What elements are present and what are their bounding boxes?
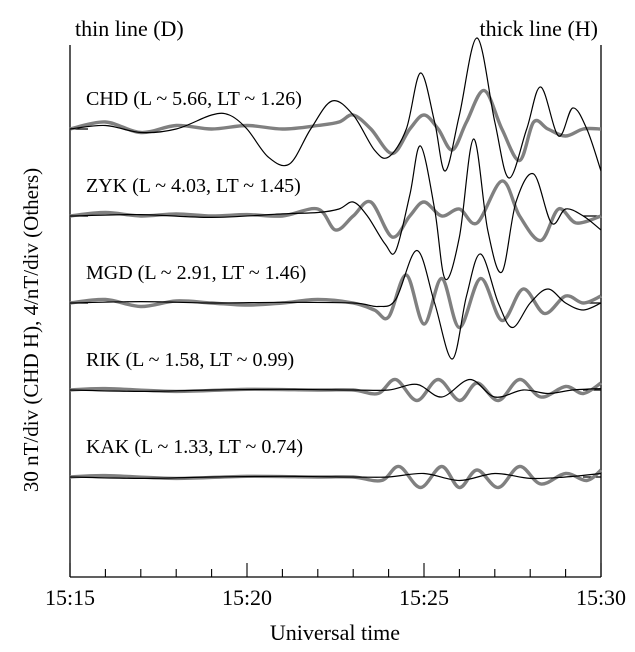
- legend-thick-label: thick line (H): [479, 16, 598, 41]
- x-tick-label: 15:15: [45, 585, 95, 610]
- y-axis-label: 30 nT/div (CHD H), 4/nT/div (Others): [19, 168, 43, 492]
- x-tick-label: 15:25: [399, 585, 449, 610]
- x-axis-label: Universal time: [270, 620, 400, 645]
- series-zyk-thin: [69, 138, 602, 281]
- x-axis-ticks: 15:15 15:20 15:25 15:30: [45, 563, 626, 610]
- series-rik-thin: [69, 378, 602, 398]
- series-kak-thin: [69, 472, 602, 482]
- legend-thin-label: thin line (D): [75, 16, 184, 41]
- plot-frame: [69, 45, 602, 578]
- station-label-mgd: MGD (L ~ 2.91, LT ~ 1.46): [86, 262, 306, 284]
- station-label-rik: RIK (L ~ 1.58, LT ~ 0.99): [86, 349, 294, 371]
- station-label-kak: KAK (L ~ 1.33, LT ~ 0.74): [86, 436, 303, 458]
- station-label-chd: CHD (L ~ 5.66, LT ~ 1.26): [86, 88, 302, 110]
- series-chd-thick: [69, 88, 602, 163]
- series-zyk-thick: [69, 179, 602, 243]
- series-group: [69, 37, 603, 490]
- x-tick-label: 15:20: [222, 585, 272, 610]
- series-mgd-thin: [69, 249, 602, 360]
- series-chd-thin: [69, 37, 602, 179]
- station-label-zyk: ZYK (L ~ 4.03, LT ~ 1.45): [86, 175, 301, 197]
- station-labels: CHD (L ~ 5.66, LT ~ 1.26) ZYK (L ~ 4.03, …: [86, 88, 306, 458]
- x-tick-label: 15:30: [576, 585, 626, 610]
- series-mgd-thick: [69, 273, 602, 330]
